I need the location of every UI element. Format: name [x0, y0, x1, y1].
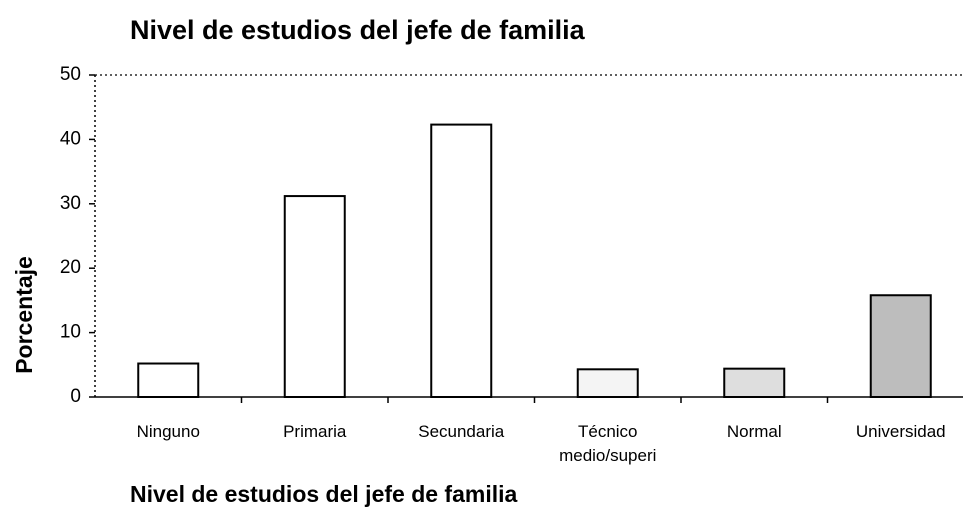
bar: [137, 362, 200, 398]
y-tick-label: 50: [60, 64, 81, 85]
y-tick-label: 40: [60, 128, 81, 149]
y-tick-label: 30: [60, 193, 81, 214]
bar: [576, 368, 639, 399]
x-tick-label: Técnico medio/superi: [559, 422, 657, 465]
y-axis-title: Porcentaje: [11, 256, 37, 374]
y-tick-label: 0: [70, 386, 81, 407]
x-tick-label: Secundaria: [418, 422, 505, 441]
x-tick-label: Ninguno: [136, 422, 200, 441]
chart-title: Nivel de estudios del jefe de familia: [130, 15, 586, 45]
x-tick-label: Normal: [726, 422, 782, 441]
bar: [869, 294, 932, 398]
bar: [723, 367, 786, 399]
x-axis-title: Nivel de estudios del jefe de familia: [130, 481, 518, 507]
y-tick-label: 10: [60, 322, 81, 343]
bar: [430, 123, 493, 398]
bar: [283, 195, 346, 398]
x-tick-label: Universidad: [855, 422, 946, 441]
y-tick-label: 20: [60, 257, 81, 278]
x-tick-label: Primaria: [283, 422, 347, 441]
